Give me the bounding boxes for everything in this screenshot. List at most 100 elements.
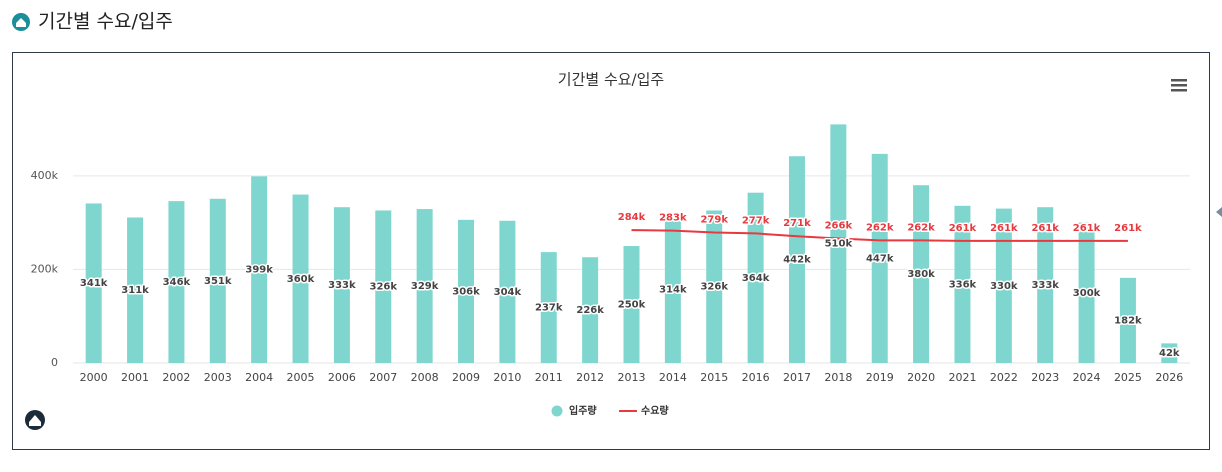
bar	[209, 198, 226, 363]
line-value-label: 261k	[949, 223, 977, 234]
x-tick-label: 2019	[866, 371, 894, 384]
line-value-label: 262k	[866, 222, 894, 233]
bar	[416, 209, 433, 363]
line-value-label: 261k	[1114, 223, 1142, 234]
bar-value-label: 250k	[618, 300, 646, 311]
line-value-label: 271k	[783, 218, 811, 229]
line-value-label: 261k	[1073, 223, 1101, 234]
bar	[1037, 207, 1054, 363]
bar	[292, 194, 309, 363]
x-tick-label: 2012	[576, 371, 604, 384]
x-tick-label: 2016	[742, 371, 770, 384]
bar-value-label: 336k	[949, 279, 977, 290]
bar	[168, 201, 185, 363]
x-tick-label: 2020	[907, 371, 935, 384]
header-icon-house	[16, 18, 26, 27]
x-tick-label: 2002	[162, 371, 190, 384]
bar	[582, 257, 599, 363]
y-tick-label: 400k	[31, 169, 59, 182]
bar-value-label: 311k	[121, 285, 149, 296]
bar-value-label: 380k	[907, 269, 935, 280]
chart-frame	[12, 52, 1210, 450]
bar-value-label: 360k	[287, 274, 315, 285]
y-tick-label: 200k	[31, 262, 59, 275]
bar-value-label: 341k	[80, 278, 108, 289]
line	[631, 229, 1128, 242]
chart-title: 기간별 수요/입주	[558, 71, 664, 89]
bar-value-label: 399k	[245, 265, 273, 276]
x-tick-label: 2009	[452, 371, 480, 384]
bar	[995, 208, 1012, 363]
line-value-label: 261k	[990, 223, 1018, 234]
bar	[540, 252, 557, 363]
bar	[706, 210, 723, 363]
bar	[85, 203, 102, 363]
x-tick-label: 2015	[700, 371, 728, 384]
bar-value-label: 364k	[742, 273, 770, 284]
bar-value-label: 351k	[204, 276, 232, 287]
x-tick-label: 2001	[121, 371, 149, 384]
header-title: 기간별 수요/입주	[38, 11, 173, 33]
bar-value-label: 329k	[411, 281, 439, 292]
x-tick-label: 2026	[1155, 371, 1183, 384]
legend-symbol	[551, 405, 563, 417]
bar	[1119, 277, 1136, 363]
bar	[127, 217, 144, 363]
x-tick-label: 2024	[1073, 371, 1101, 384]
bar-value-label: 326k	[700, 282, 728, 293]
x-tick-label: 2010	[493, 371, 521, 384]
x-tick-label: 2005	[287, 371, 315, 384]
line-value-label: 277k	[742, 215, 770, 226]
x-tick-label: 2007	[369, 371, 397, 384]
line-value-label: 279k	[700, 214, 728, 225]
bar	[913, 185, 930, 363]
x-tick-label: 2023	[1031, 371, 1059, 384]
bar	[333, 207, 350, 363]
x-tick-label: 2018	[824, 371, 852, 384]
bar-value-label: 330k	[990, 281, 1018, 292]
x-tick-label: 2025	[1114, 371, 1142, 384]
line-value-label: 261k	[1031, 223, 1059, 234]
bar	[954, 205, 971, 363]
line-value-label: 266k	[825, 221, 853, 232]
x-tick-label: 2006	[328, 371, 356, 384]
bar	[1078, 222, 1095, 363]
x-tick-label: 2013	[618, 371, 646, 384]
bar-value-label: 333k	[1031, 280, 1059, 291]
bar-value-label: 42k	[1159, 348, 1180, 359]
bar	[664, 216, 681, 363]
bar-value-label: 304k	[494, 287, 522, 298]
bar	[623, 246, 640, 363]
x-tick-label: 2003	[204, 371, 232, 384]
bar	[251, 176, 268, 363]
bar-value-label: 510k	[825, 239, 853, 250]
x-tick-label: 2011	[535, 371, 563, 384]
legend-label: 입주량	[569, 404, 597, 417]
line-value-label: 284k	[618, 212, 646, 223]
bar-value-label: 300k	[1073, 288, 1101, 299]
bar-value-label: 314k	[659, 285, 687, 296]
bar	[1161, 343, 1178, 363]
bar	[458, 219, 475, 363]
bar	[499, 220, 516, 363]
menu-button[interactable]	[1170, 78, 1188, 94]
x-tick-label: 2000	[80, 371, 108, 384]
bar-value-label: 442k	[783, 255, 811, 266]
bar	[871, 153, 888, 363]
logo-house	[29, 415, 41, 426]
bar-value-label: 447k	[866, 253, 894, 264]
bar-value-label: 333k	[328, 280, 356, 291]
bar-value-label: 237k	[535, 303, 563, 314]
line-value-label: 262k	[907, 222, 935, 233]
bar	[747, 192, 764, 363]
bar	[788, 156, 805, 363]
bar	[375, 210, 392, 363]
bar-value-label: 182k	[1114, 315, 1142, 326]
x-tick-label: 2022	[990, 371, 1018, 384]
x-tick-label: 2014	[659, 371, 687, 384]
bar-value-label: 346k	[163, 277, 191, 288]
x-tick-label: 2017	[783, 371, 811, 384]
side-arrow	[1216, 207, 1222, 217]
